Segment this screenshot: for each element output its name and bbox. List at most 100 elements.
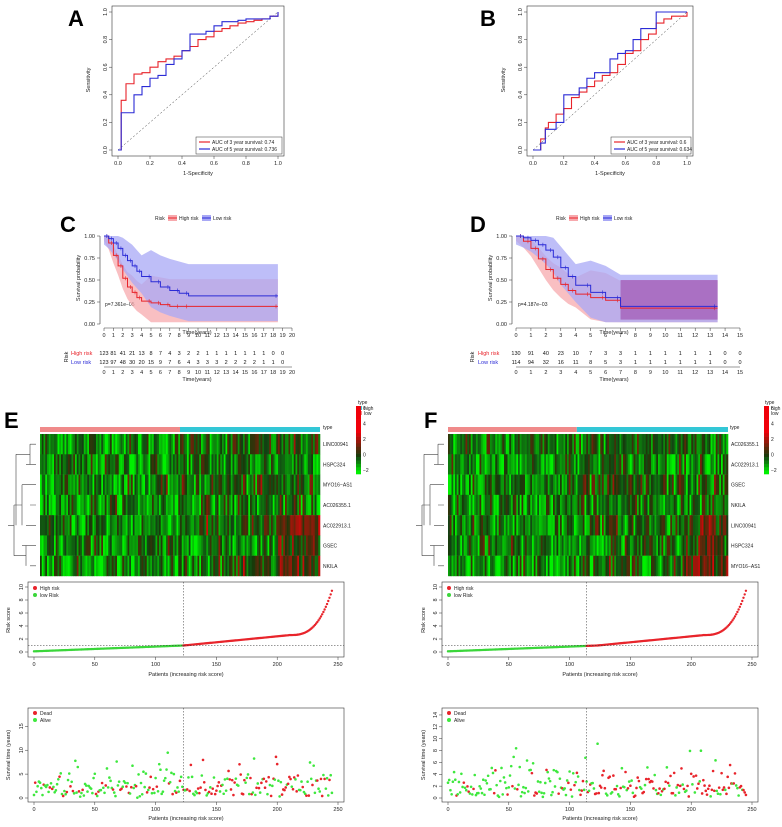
surv-e-point-alive	[234, 777, 238, 780]
km-c-xtick-label: 12	[214, 333, 220, 339]
surv-e-point-dead	[125, 785, 128, 788]
heatmap-e-cell	[302, 494, 305, 516]
heatmap-e-cell	[173, 434, 176, 455]
heatmap-f-cell	[549, 474, 552, 496]
heatmap-f-cell	[637, 434, 640, 455]
heatmap-e-cell	[174, 454, 177, 475]
heatmap-e-cell	[253, 474, 256, 496]
heatmap-e-cell	[99, 454, 102, 475]
heatmap-e-cell	[244, 555, 247, 577]
heatmap-f-cell	[593, 535, 596, 556]
surv-f-point-alive	[709, 795, 712, 798]
heatmap-e-cell	[113, 454, 116, 475]
heatmap-e-colorkey-cell	[356, 412, 361, 417]
heatmap-f-cell	[490, 434, 493, 455]
heatmap-f-colorkey-cell	[764, 423, 769, 427]
heatmap-e-cell	[276, 434, 279, 455]
heatmap-e-cell	[318, 434, 321, 455]
heatmap-e-cell	[300, 535, 303, 556]
heatmap-f-cell	[539, 434, 542, 455]
km-d-table-high-count: 130	[511, 351, 520, 357]
km-c-table-high-count: 1	[234, 351, 237, 357]
km-d-table-xtick-label: 8	[634, 370, 637, 376]
heatmap-f-cell	[560, 494, 563, 516]
heatmap-f-cell	[586, 454, 589, 475]
heatmap-e-cell	[43, 454, 46, 475]
heatmap-f-cell	[633, 555, 636, 577]
surv-e-point-alive	[74, 759, 77, 763]
heatmap-e-cell	[136, 434, 139, 455]
heatmap-f-cell	[691, 555, 694, 577]
surv-e-point-alive	[55, 782, 59, 786]
km-chart-d: Risk High risk Low risk Survival probabi…	[470, 215, 743, 383]
heatmap-e-cell	[250, 494, 253, 516]
heatmap-f-cell	[495, 474, 498, 496]
heatmap-e-cell	[274, 434, 277, 455]
heatmap-e-cell	[83, 474, 86, 496]
heatmap-e-cell	[104, 494, 107, 516]
heatmap-f-cell	[458, 535, 461, 556]
heatmap-e-cell	[97, 494, 100, 516]
heatmap-e-cell	[183, 515, 186, 536]
heatmap-e-cell	[171, 494, 174, 516]
heatmap-f-cell	[476, 494, 479, 516]
heatmap-f-cell	[691, 434, 694, 455]
heatmap-f-cell	[707, 434, 710, 455]
heatmap-e-cell	[57, 454, 60, 475]
heatmap-f-cell	[721, 474, 724, 496]
surv-f-point-dead	[608, 775, 612, 779]
heatmap-f-cell	[535, 494, 538, 516]
risk-e-point	[322, 610, 325, 614]
heatmap-e-cell	[279, 535, 282, 556]
heatmap-f-cell	[453, 474, 456, 496]
heatmap-f-cell	[719, 535, 722, 556]
surv-f-point-alive	[616, 793, 620, 796]
heatmap-e-cell	[106, 535, 109, 556]
heatmap-f-cell	[549, 454, 552, 475]
heatmap-e-cell	[199, 555, 202, 577]
heatmap-f-cell	[621, 474, 624, 496]
heatmap-f-cell	[722, 515, 725, 536]
heatmap-e-cell	[286, 535, 289, 556]
km-c-table-low-count: 6	[178, 360, 181, 366]
heatmap-f-cell	[519, 555, 522, 577]
heatmap-e-cell	[290, 434, 293, 455]
surv-e-point-alive	[330, 791, 334, 795]
heatmap-f-cell	[677, 434, 680, 455]
heatmap-e-cell	[166, 454, 169, 475]
heatmap-f-cell	[612, 494, 615, 516]
surv-f-point-alive	[582, 788, 586, 792]
heatmap-e-cell	[122, 434, 125, 455]
heatmap-f-cell	[533, 515, 536, 536]
km-c-table-high-count: 123	[99, 351, 108, 357]
heatmap-f-cell	[670, 555, 673, 577]
heatmap-f-cell	[558, 454, 561, 475]
heatmap-e-cell	[69, 474, 72, 496]
surv-e-point-dead	[151, 787, 155, 791]
roc-b-ytick-label: 0.2	[518, 119, 524, 127]
heatmap-e-cell	[225, 515, 228, 536]
heatmap-f-cell	[472, 515, 475, 536]
heatmap-e-cell	[290, 494, 293, 516]
heatmap-f-cell	[621, 454, 624, 475]
heatmap-e-cell	[141, 454, 144, 475]
heatmap-e-cell	[269, 515, 272, 536]
surv-e-point-alive	[157, 762, 161, 766]
heatmap-e-cell	[145, 474, 148, 496]
surv-e-point-dead	[320, 794, 324, 798]
heatmap-f-cell	[477, 454, 480, 475]
heatmap-e-cell	[73, 434, 76, 455]
surv-f-point-dead	[511, 784, 514, 788]
surv-e-point-alive	[93, 772, 97, 776]
heatmap-f-cell	[568, 515, 571, 536]
surv-f-point-alive	[536, 780, 540, 783]
heatmap-e-cell	[248, 474, 251, 496]
heatmap-f-cell	[505, 494, 508, 516]
heatmap-f-cell	[717, 474, 720, 496]
heatmap-f-cell	[630, 494, 633, 516]
surv-e-point-alive	[154, 776, 157, 780]
surv-e-point-alive	[60, 792, 64, 796]
km-chart-c: Risk High risk Low risk Survival probabi…	[64, 215, 295, 383]
surv-e-point-dead	[267, 775, 270, 779]
heatmap-e-cell	[215, 515, 218, 536]
